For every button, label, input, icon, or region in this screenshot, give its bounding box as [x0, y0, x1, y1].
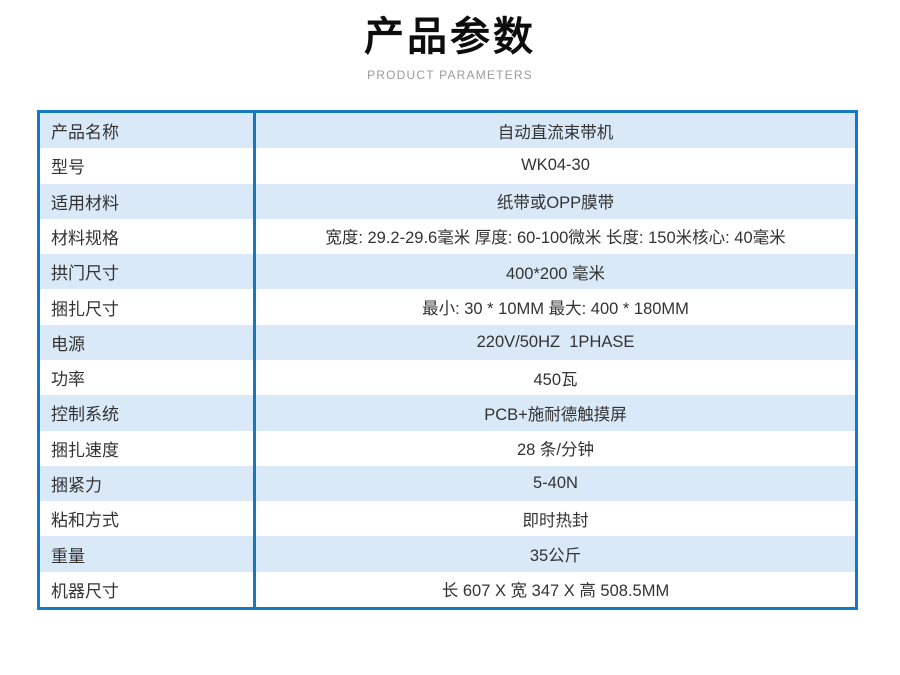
table-row: 重量 35公斤: [40, 536, 855, 572]
spec-value: 最小: 30 * 10MM 最大: 400 * 180MM: [422, 300, 689, 319]
table-row: 捆紧力 5-40N: [40, 465, 855, 502]
spec-label: 捆扎速度: [40, 430, 256, 466]
spec-label: 适用材料: [40, 183, 256, 219]
page-subtitle: PRODUCT PARAMETERS: [367, 68, 533, 82]
table-row: 适用材料 纸带或OPP膜带: [40, 183, 855, 219]
spec-value: 450瓦: [533, 370, 578, 389]
spec-label: 粘和方式: [40, 501, 256, 537]
spec-value: 长 607 X 宽 347 X 高 508.5MM: [441, 582, 670, 601]
spec-value: 5-40N: [533, 473, 578, 492]
table-row: 产品名称 自动直流束带机: [40, 113, 855, 149]
spec-label: 控制系统: [40, 395, 256, 431]
spec-value: 宽度: 29.2-29.6毫米 厚度: 60-100微米 长度: 150米核心:…: [325, 229, 786, 248]
spec-label: 拱门尺寸: [40, 254, 256, 290]
spec-value: 400*200 毫米: [505, 264, 606, 283]
table-row: 功率 450瓦: [40, 359, 855, 396]
spec-label: 机器尺寸: [40, 571, 256, 607]
spec-value: 220V/50HZ 1PHASE: [476, 332, 635, 351]
spec-value: 即时热封: [522, 511, 589, 530]
spec-label: 捆紧力: [40, 465, 256, 502]
spec-value: 纸带或OPP膜带: [496, 194, 615, 213]
page-header: 产品参数 PRODUCT PARAMETERS: [0, 0, 900, 82]
table-row: 捆扎尺寸 最小: 30 * 10MM 最大: 400 * 180MM: [40, 289, 855, 325]
spec-label: 重量: [40, 536, 256, 572]
spec-value: 28 条/分钟: [516, 441, 595, 460]
spec-value: 35公斤: [529, 547, 582, 566]
spec-value: WK04-30: [521, 156, 590, 175]
spec-label: 材料规格: [40, 218, 256, 255]
table-row: 型号 WK04-30: [40, 148, 855, 184]
table-row: 粘和方式 即时热封: [40, 501, 855, 537]
table-row: 电源 220V/50HZ 1PHASE: [40, 324, 855, 360]
spec-label: 捆扎尺寸: [40, 289, 256, 325]
spec-value: 自动直流束带机: [497, 123, 614, 142]
spec-value: PCB+施耐德触摸屏: [484, 405, 627, 424]
spec-label: 产品名称: [40, 113, 256, 149]
spec-label: 型号: [40, 148, 256, 184]
spec-label: 功率: [40, 359, 256, 396]
spec-label: 电源: [40, 324, 256, 360]
table-row: 拱门尺寸 400*200 毫米: [40, 254, 855, 290]
table-row: 控制系统 PCB+施耐德触摸屏: [40, 395, 855, 431]
table-row: 机器尺寸 长 607 X 宽 347 X 高 508.5MM: [40, 571, 855, 607]
table-row: 捆扎速度 28 条/分钟: [40, 430, 855, 466]
table-row: 材料规格 宽度: 29.2-29.6毫米 厚度: 60-100微米 长度: 150…: [40, 218, 855, 255]
product-spec-table: 产品名称 自动直流束带机型号 WK04-30 适用材料 纸带或OPP膜带材料规格 宽度: …: [37, 110, 858, 610]
page-title: 产品参数: [364, 15, 536, 59]
